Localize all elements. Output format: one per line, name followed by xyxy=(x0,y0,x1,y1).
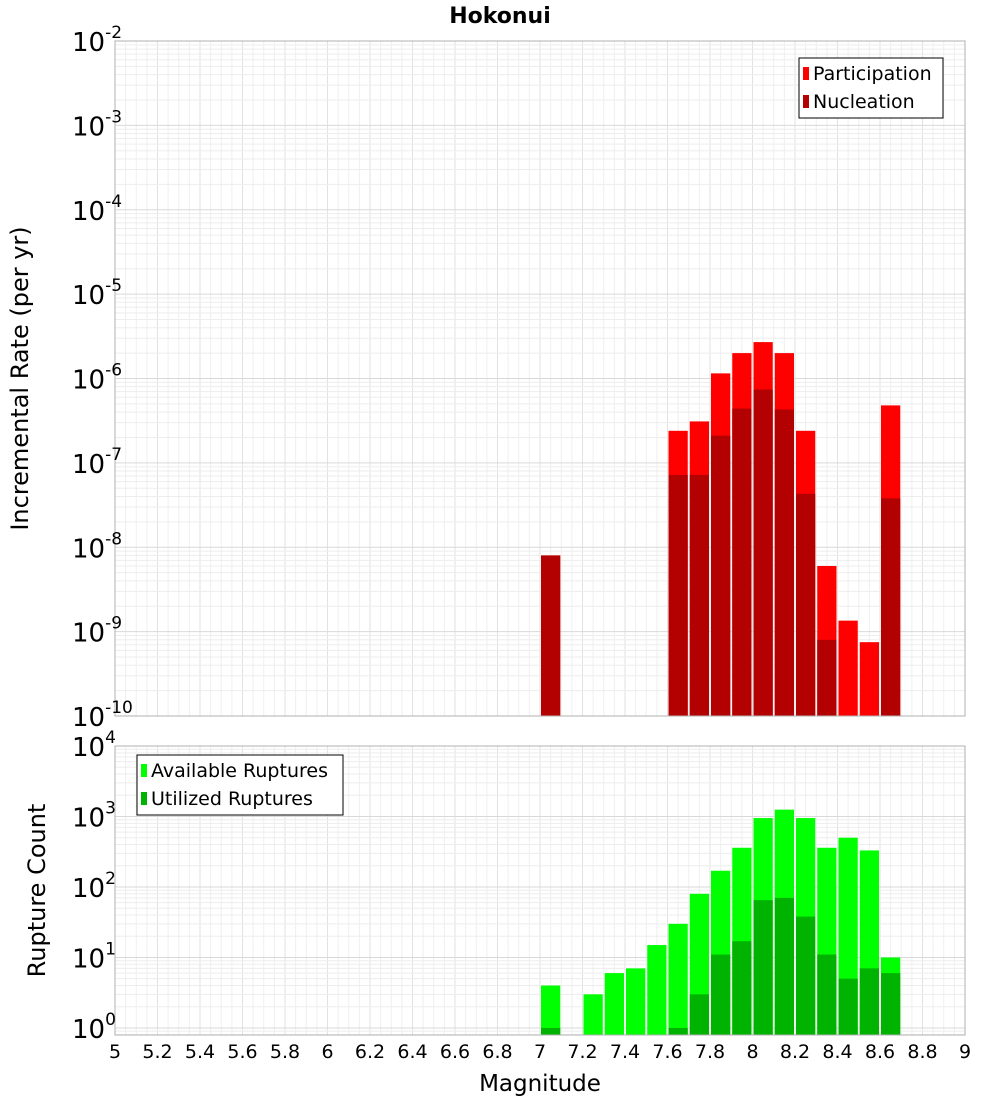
legend-swatch xyxy=(141,764,147,777)
bar-available-ruptures xyxy=(583,994,603,1035)
x-tick-label: 8.8 xyxy=(907,1041,937,1063)
bar-nucleation xyxy=(732,408,752,716)
x-tick-label: 7.4 xyxy=(610,1041,640,1063)
x-tick-label: 5.4 xyxy=(185,1041,215,1063)
x-tick-label: 8.2 xyxy=(780,1041,810,1063)
x-tick-label: 5.6 xyxy=(227,1041,257,1063)
bar-nucleation xyxy=(668,474,688,716)
bar-utilized-ruptures xyxy=(668,1027,688,1035)
plot-border-2 xyxy=(114,745,966,1036)
y-tick-label: 10-5 xyxy=(72,276,122,311)
bar-nucleation xyxy=(881,498,901,716)
plot-border-1 xyxy=(114,40,966,717)
legend-label: Utilized Ruptures xyxy=(151,788,313,810)
bar-nucleation xyxy=(796,493,816,716)
x-tick-label: 8 xyxy=(746,1041,758,1063)
legend-label: Available Ruptures xyxy=(151,760,328,782)
bar-utilized-ruptures xyxy=(796,916,816,1035)
bar-utilized-ruptures xyxy=(541,1027,561,1035)
legend-swatch xyxy=(141,792,147,805)
bar-available-ruptures xyxy=(604,973,624,1035)
chart-title: Hokonui xyxy=(449,4,551,29)
legend-label: Nucleation xyxy=(813,91,915,113)
bar-participation xyxy=(838,620,858,716)
bar-nucleation xyxy=(689,474,709,716)
bar-nucleation xyxy=(541,555,561,716)
bar-available-ruptures xyxy=(647,945,667,1035)
x-tick-label: 6 xyxy=(321,1041,333,1063)
x-tick-label: 8.4 xyxy=(822,1041,852,1063)
y-tick-label: 10-8 xyxy=(72,529,122,564)
legend-label: Participation xyxy=(813,63,932,85)
x-tick-label: 6.2 xyxy=(355,1041,385,1063)
bar-available-ruptures xyxy=(668,923,688,1035)
x-tick-label: 6.8 xyxy=(482,1041,512,1063)
legend-box xyxy=(798,57,944,119)
x-tick-label: 7.2 xyxy=(567,1041,597,1063)
bar-utilized-ruptures xyxy=(838,978,858,1035)
bar-available-ruptures xyxy=(626,968,646,1035)
bar-utilized-ruptures xyxy=(817,954,837,1035)
x-tick-label: 7 xyxy=(534,1041,546,1063)
x-tick-label: 5 xyxy=(109,1041,121,1063)
bar-utilized-ruptures xyxy=(732,941,752,1035)
bar-utilized-ruptures xyxy=(753,900,773,1035)
y-tick-label: 10-2 xyxy=(72,23,122,58)
bar-utilized-ruptures xyxy=(689,994,709,1035)
legend-box xyxy=(136,754,344,816)
y-tick-label: 10-10 xyxy=(72,698,133,733)
bar-nucleation xyxy=(774,409,794,716)
x-tick-label: 8.6 xyxy=(865,1041,895,1063)
bar-participation xyxy=(859,642,879,716)
bar-nucleation xyxy=(817,639,837,716)
y-tick-label: 10-3 xyxy=(72,107,122,142)
bar-nucleation xyxy=(753,389,773,716)
y-tick-label: 103 xyxy=(72,798,116,833)
bar-utilized-ruptures xyxy=(774,897,794,1035)
x-axis-label: Magnitude xyxy=(479,1071,601,1097)
y-tick-label: 10-4 xyxy=(72,192,122,227)
y-tick-label: 10-6 xyxy=(72,361,122,396)
y-tick-label: 101 xyxy=(72,939,116,974)
x-tick-label: 6.4 xyxy=(397,1041,427,1063)
x-tick-label: 7.8 xyxy=(695,1041,725,1063)
x-tick-label: 5.2 xyxy=(142,1041,172,1063)
x-tick-label: 7.6 xyxy=(652,1041,682,1063)
y-axis-label: Incremental Rate (per yr) xyxy=(6,226,34,530)
bar-nucleation xyxy=(711,435,731,716)
legend-swatch xyxy=(803,95,809,108)
legend-swatch xyxy=(803,67,809,80)
bar-utilized-ruptures xyxy=(711,954,731,1035)
y-tick-label: 10-9 xyxy=(72,614,122,649)
y-axis-label: Rupture Count xyxy=(23,804,51,978)
bar-utilized-ruptures xyxy=(881,973,901,1035)
x-tick-label: 6.6 xyxy=(440,1041,470,1063)
x-tick-label: 9 xyxy=(959,1041,971,1063)
bar-available-ruptures xyxy=(541,985,561,1035)
y-tick-label: 10-7 xyxy=(72,445,122,480)
y-tick-label: 102 xyxy=(72,869,116,904)
x-tick-label: 5.8 xyxy=(270,1041,300,1063)
y-tick-label: 100 xyxy=(72,1010,116,1045)
bar-utilized-ruptures xyxy=(859,968,879,1035)
y-tick-label: 104 xyxy=(72,728,116,763)
